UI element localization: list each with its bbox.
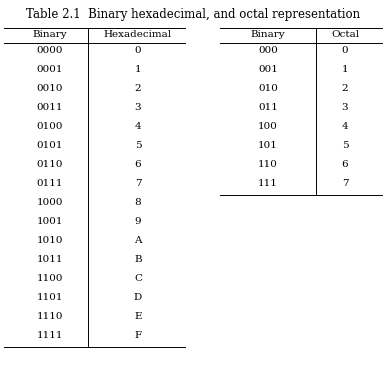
Text: 1000: 1000	[37, 198, 63, 207]
Text: 0110: 0110	[37, 160, 63, 169]
Text: 2: 2	[342, 84, 348, 93]
Text: 001: 001	[258, 65, 278, 74]
Text: 1011: 1011	[37, 255, 63, 264]
Text: 1101: 1101	[37, 293, 63, 302]
Text: C: C	[134, 274, 142, 283]
Text: 1111: 1111	[37, 331, 63, 340]
Text: 9: 9	[135, 217, 141, 226]
Text: 3: 3	[342, 103, 348, 112]
Text: 0001: 0001	[37, 65, 63, 74]
Text: 010: 010	[258, 84, 278, 93]
Text: A: A	[134, 236, 142, 245]
Text: Octal: Octal	[331, 30, 359, 39]
Text: 1110: 1110	[37, 312, 63, 321]
Text: F: F	[134, 331, 142, 340]
Text: 0000: 0000	[37, 46, 63, 55]
Text: 101: 101	[258, 141, 278, 150]
Text: 011: 011	[258, 103, 278, 112]
Text: 6: 6	[135, 160, 141, 169]
Text: 0101: 0101	[37, 141, 63, 150]
Text: 6: 6	[342, 160, 348, 169]
Text: 0: 0	[342, 46, 348, 55]
Text: 1010: 1010	[37, 236, 63, 245]
Text: 1001: 1001	[37, 217, 63, 226]
Text: 3: 3	[135, 103, 141, 112]
Text: D: D	[134, 293, 142, 302]
Text: 000: 000	[258, 46, 278, 55]
Text: 7: 7	[135, 179, 141, 188]
Text: 1: 1	[342, 65, 348, 74]
Text: E: E	[134, 312, 142, 321]
Text: 4: 4	[135, 122, 141, 131]
Text: Binary: Binary	[251, 30, 285, 39]
Text: Binary: Binary	[33, 30, 67, 39]
Text: Hexadecimal: Hexadecimal	[104, 30, 172, 39]
Text: Table 2.1  Binary hexadecimal, and octal representation: Table 2.1 Binary hexadecimal, and octal …	[26, 8, 360, 21]
Text: 0: 0	[135, 46, 141, 55]
Text: 7: 7	[342, 179, 348, 188]
Text: 5: 5	[342, 141, 348, 150]
Text: 5: 5	[135, 141, 141, 150]
Text: 4: 4	[342, 122, 348, 131]
Text: 8: 8	[135, 198, 141, 207]
Text: 0010: 0010	[37, 84, 63, 93]
Text: 2: 2	[135, 84, 141, 93]
Text: 1100: 1100	[37, 274, 63, 283]
Text: B: B	[134, 255, 142, 264]
Text: 0100: 0100	[37, 122, 63, 131]
Text: 0111: 0111	[37, 179, 63, 188]
Text: 110: 110	[258, 160, 278, 169]
Text: 0011: 0011	[37, 103, 63, 112]
Text: 100: 100	[258, 122, 278, 131]
Text: 111: 111	[258, 179, 278, 188]
Text: 1: 1	[135, 65, 141, 74]
